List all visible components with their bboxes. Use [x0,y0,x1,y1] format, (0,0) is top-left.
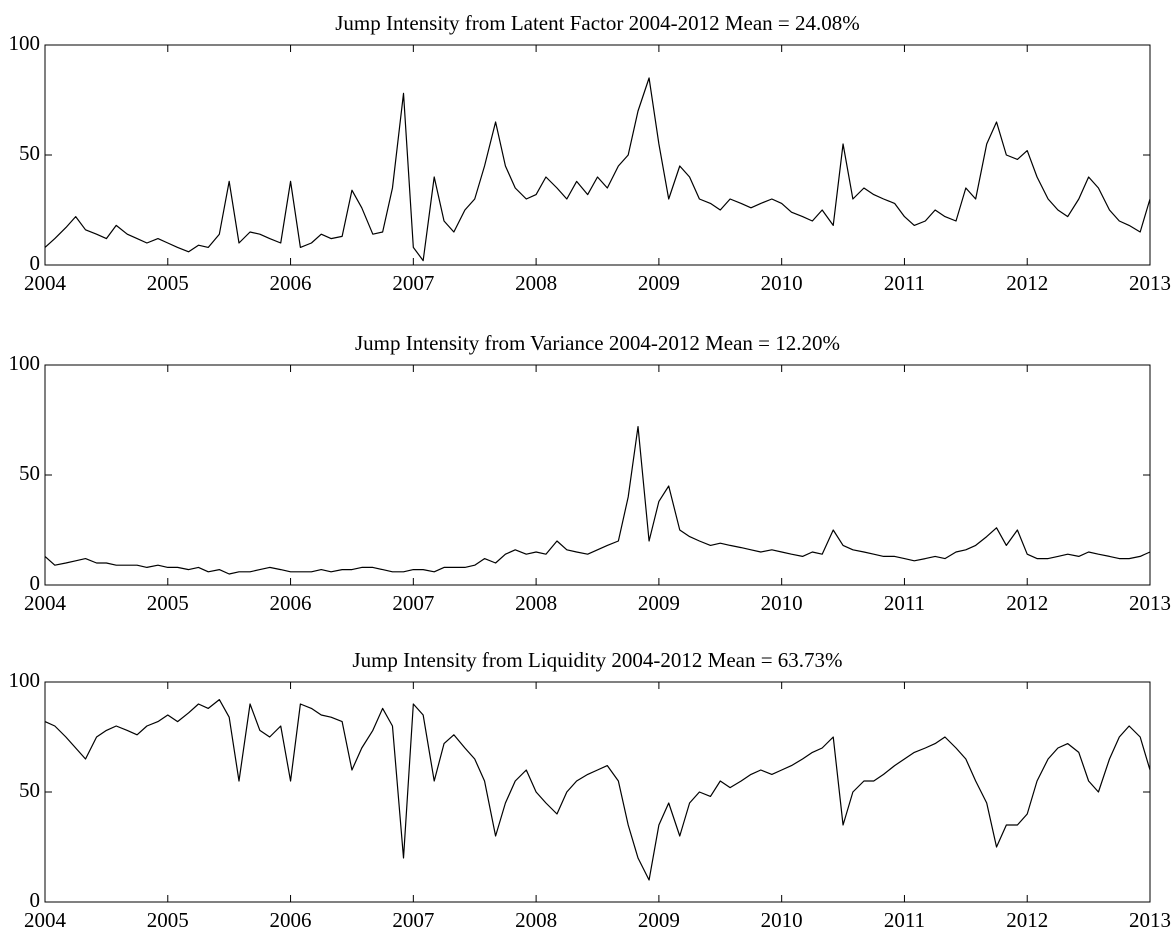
x-tick-label: 2007 [392,591,434,615]
x-tick-label: 2008 [515,591,557,615]
data-line [44,77,1151,262]
y-tick-label: 100 [9,351,41,375]
x-tick-label: 2006 [270,271,312,295]
x-tick-label: 2010 [761,591,803,615]
x-tick-label: 2004 [24,271,67,295]
x-tick-label: 2012 [1006,908,1048,932]
x-tick-label: 2012 [1006,591,1048,615]
chart-title: Jump Intensity from Latent Factor 2004-2… [335,11,860,35]
x-tick-label: 2007 [392,908,434,932]
plot-frame [44,364,1151,586]
y-tick-label: 50 [19,461,40,485]
x-tick-label: 2008 [515,908,557,932]
x-tick-label: 2013 [1129,591,1171,615]
chart-title: Jump Intensity from Liquidity 2004-2012 … [352,648,842,672]
y-tick-label: 0 [30,888,41,912]
y-tick-label: 0 [30,571,41,595]
x-tick-label: 2004 [24,908,67,932]
x-tick-label: 2013 [1129,908,1171,932]
x-tick-label: 2010 [761,908,803,932]
x-tick-label: 2005 [147,908,189,932]
x-tick-label: 2008 [515,271,557,295]
x-tick-label: 2007 [392,271,434,295]
y-tick-label: 50 [19,141,40,165]
x-tick-label: 2005 [147,591,189,615]
x-tick-label: 2006 [270,908,312,932]
x-tick-label: 2009 [638,591,680,615]
y-tick-label: 100 [9,668,41,692]
x-tick-label: 2005 [147,271,189,295]
x-tick-label: 2012 [1006,271,1048,295]
chart-title: Jump Intensity from Variance 2004-2012 M… [355,331,840,355]
x-tick-label: 2009 [638,908,680,932]
data-line [44,426,1151,575]
x-tick-label: 2004 [24,591,67,615]
x-tick-label: 2006 [270,591,312,615]
y-tick-label: 100 [9,31,41,55]
x-tick-label: 2011 [884,591,925,615]
y-tick-label: 50 [19,778,40,802]
x-tick-label: 2011 [884,271,925,295]
x-tick-label: 2013 [1129,271,1171,295]
x-tick-label: 2011 [884,908,925,932]
x-tick-label: 2010 [761,271,803,295]
data-line [44,699,1151,881]
plot-frame [44,681,1151,903]
y-tick-label: 0 [30,251,41,275]
x-tick-label: 2009 [638,271,680,295]
